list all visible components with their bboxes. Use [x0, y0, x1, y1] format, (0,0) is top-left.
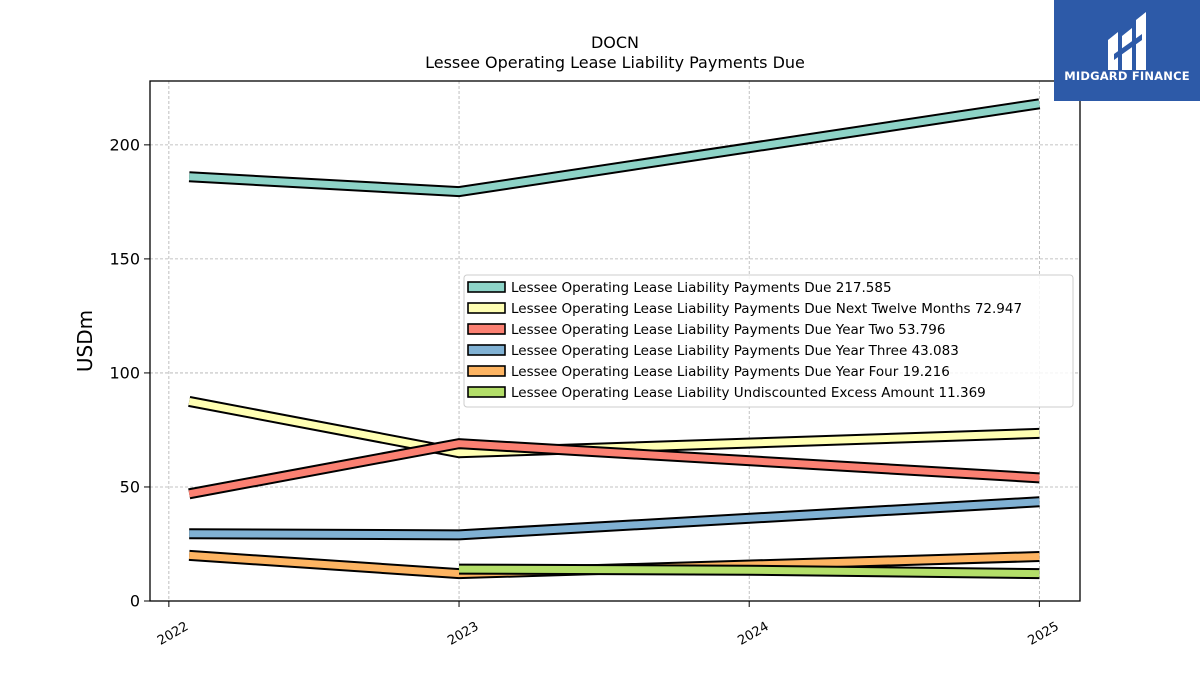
series-line: [459, 563, 1040, 580]
chart-subtitle: Lessee Operating Lease Liability Payment…: [425, 53, 805, 72]
y-axis-label: USDm: [73, 310, 97, 372]
x-tick-label: 2025: [1026, 619, 1062, 649]
legend-swatch: [467, 323, 506, 335]
midgard-finance-logo: MIDGARD FINANCE: [1054, 0, 1200, 101]
legend-swatch: [467, 344, 506, 356]
series-line: [189, 496, 1040, 541]
legend-swatch: [467, 281, 506, 293]
series-line: [188, 98, 1041, 198]
y-tick-label: 50: [120, 477, 140, 496]
y-tick-label: 0: [130, 592, 140, 611]
plot-frame: [149, 80, 1081, 602]
legend-swatch: [467, 302, 506, 314]
legend-entry: Lessee Operating Lease Liability Payment…: [511, 364, 950, 380]
logo-mark-icon: [1108, 12, 1146, 70]
series-line: [188, 438, 1040, 500]
legend-entry: Lessee Operating Lease Liability Undisco…: [511, 385, 986, 401]
legend-swatch: [467, 386, 506, 398]
x-tick-label: 2022: [155, 619, 191, 649]
series-line: [188, 396, 1040, 459]
x-tick-label: 2024: [735, 619, 771, 649]
legend-box: [463, 274, 1074, 408]
legend-entry: Lessee Operating Lease Liability Payment…: [511, 343, 959, 359]
legend: Lessee Operating Lease Liability Payment…: [463, 274, 1074, 408]
legend-entry: Lessee Operating Lease Liability Payment…: [511, 301, 1022, 317]
legend-swatch: [467, 365, 506, 377]
y-tick-label: 200: [109, 135, 140, 154]
legend-entry: Lessee Operating Lease Liability Payment…: [511, 322, 945, 338]
logo-text: MIDGARD FINANCE: [1064, 69, 1190, 83]
legend-entry: Lessee Operating Lease Liability Payment…: [511, 280, 892, 296]
y-tick-label: 150: [109, 249, 140, 268]
series-group: [188, 98, 1041, 580]
y-tick-label: 100: [109, 363, 140, 382]
chart-title: DOCN: [591, 33, 639, 52]
x-tick-label: 2023: [445, 619, 481, 649]
